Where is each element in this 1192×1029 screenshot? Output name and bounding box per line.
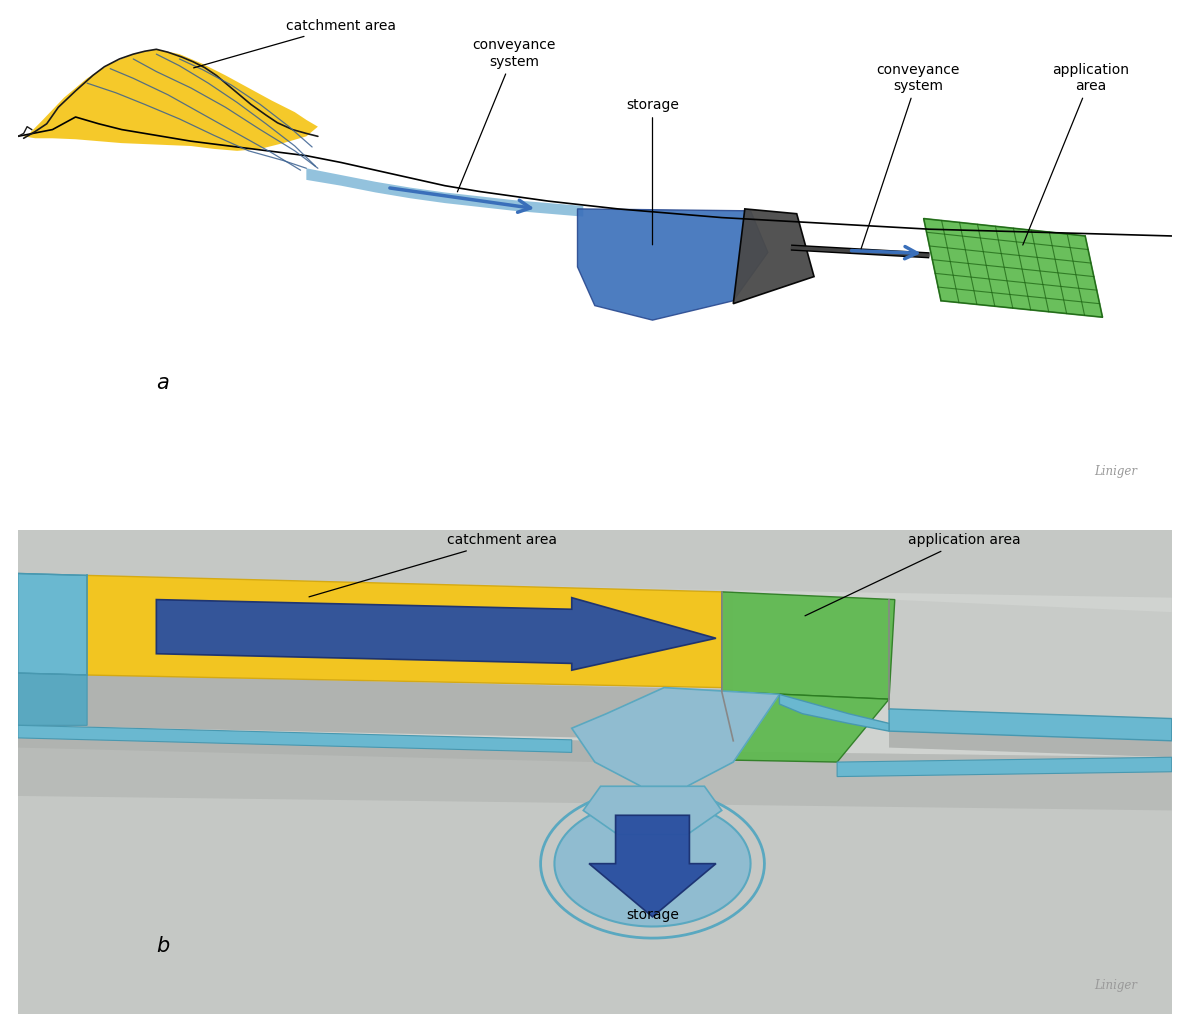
Polygon shape (721, 691, 889, 762)
Polygon shape (87, 575, 721, 687)
Polygon shape (889, 600, 1172, 718)
Polygon shape (18, 673, 733, 741)
Polygon shape (589, 815, 716, 917)
Polygon shape (18, 725, 595, 762)
Polygon shape (837, 757, 1172, 777)
Polygon shape (780, 695, 889, 732)
Polygon shape (18, 725, 572, 752)
Polygon shape (24, 49, 318, 151)
Polygon shape (583, 786, 721, 835)
Polygon shape (306, 169, 583, 217)
Polygon shape (889, 709, 1172, 757)
Polygon shape (18, 743, 1172, 811)
Text: Liniger: Liniger (1094, 465, 1137, 477)
Polygon shape (18, 578, 1172, 757)
Text: catchment area: catchment area (309, 533, 558, 597)
Polygon shape (572, 687, 780, 786)
Text: catchment area: catchment area (193, 19, 396, 68)
Text: application
area: application area (1023, 63, 1130, 245)
Polygon shape (18, 573, 87, 675)
Polygon shape (18, 15, 1172, 499)
FancyBboxPatch shape (18, 15, 1172, 499)
Text: Liniger: Liniger (1094, 980, 1137, 992)
Polygon shape (156, 598, 716, 670)
Text: storage: storage (626, 908, 679, 922)
FancyBboxPatch shape (18, 530, 1172, 1014)
Polygon shape (721, 592, 895, 700)
Text: b: b (156, 935, 169, 956)
Text: a: a (156, 372, 169, 393)
Polygon shape (924, 218, 1103, 317)
Polygon shape (889, 709, 1172, 741)
Text: conveyance
system: conveyance system (458, 38, 555, 191)
Polygon shape (554, 801, 751, 926)
Polygon shape (18, 530, 1172, 1014)
Text: application area: application area (805, 533, 1020, 615)
Polygon shape (733, 209, 814, 304)
Text: storage: storage (626, 98, 679, 245)
Text: conveyance
system: conveyance system (861, 63, 960, 249)
Polygon shape (18, 573, 733, 689)
Polygon shape (18, 673, 87, 725)
Polygon shape (577, 209, 768, 320)
